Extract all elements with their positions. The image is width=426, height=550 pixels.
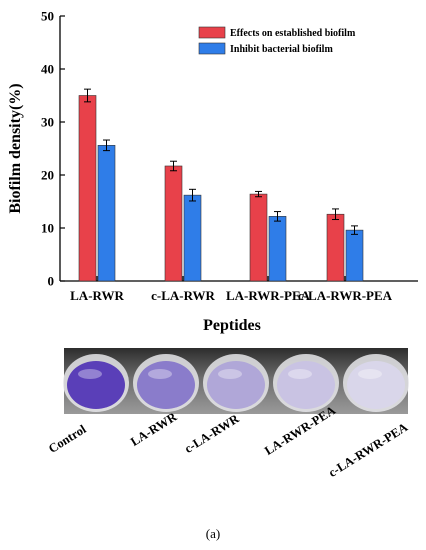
legend-label-1: Inhibit bacterial biofilm <box>230 44 333 55</box>
x-axis-title: Peptides <box>203 317 261 334</box>
x-tick-label: LA-RWR-PEA <box>226 288 311 303</box>
y-tick-label: 50 <box>41 9 54 24</box>
x-tick-label: c-LA-RWR-PEA <box>298 288 393 303</box>
chart-legend: Effects on established biofilm Inhibit ba… <box>198 26 356 55</box>
legend-swatch-1 <box>198 42 226 55</box>
well-highlight <box>148 369 172 379</box>
legend-swatch-0 <box>198 26 226 39</box>
figure-caption: (a) <box>205 526 221 541</box>
y-tick-label: 0 <box>48 274 55 289</box>
chart-axes: 0 10 20 30 40 50 Biofilm density(%) Peptides LA-… <box>7 9 418 334</box>
well-4 <box>347 361 405 409</box>
bar-inhibit-0 <box>97 145 116 282</box>
bar-established-1 <box>164 165 183 282</box>
well-1 <box>137 361 195 409</box>
well-plate-photo <box>63 348 409 414</box>
y-tick-label: 30 <box>41 115 54 130</box>
well-highlight <box>218 369 242 379</box>
y-tick-label: 40 <box>41 62 54 77</box>
well-highlight <box>358 369 382 379</box>
bar-established-0 <box>78 95 97 282</box>
bar-established-2 <box>249 193 268 282</box>
well-2 <box>207 361 265 409</box>
y-tick-label: 20 <box>41 168 54 183</box>
well-highlight <box>288 369 312 379</box>
y-tick-label: 10 <box>41 221 54 236</box>
chart-bars <box>78 88 364 282</box>
well-0 <box>67 361 125 409</box>
legend-label-0: Effects on established biofilm <box>230 28 356 39</box>
bar-inhibit-2 <box>268 216 287 282</box>
x-tick-label: LA-RWR <box>70 288 124 303</box>
bar-inhibit-3 <box>345 229 364 282</box>
bar-established-3 <box>326 213 345 282</box>
well-highlight <box>78 369 102 379</box>
y-axis-title: Biofilm density(%) <box>7 83 24 213</box>
bar-inhibit-1 <box>183 194 202 282</box>
x-tick-label: c-LA-RWR <box>151 288 215 303</box>
well-3 <box>277 361 335 409</box>
